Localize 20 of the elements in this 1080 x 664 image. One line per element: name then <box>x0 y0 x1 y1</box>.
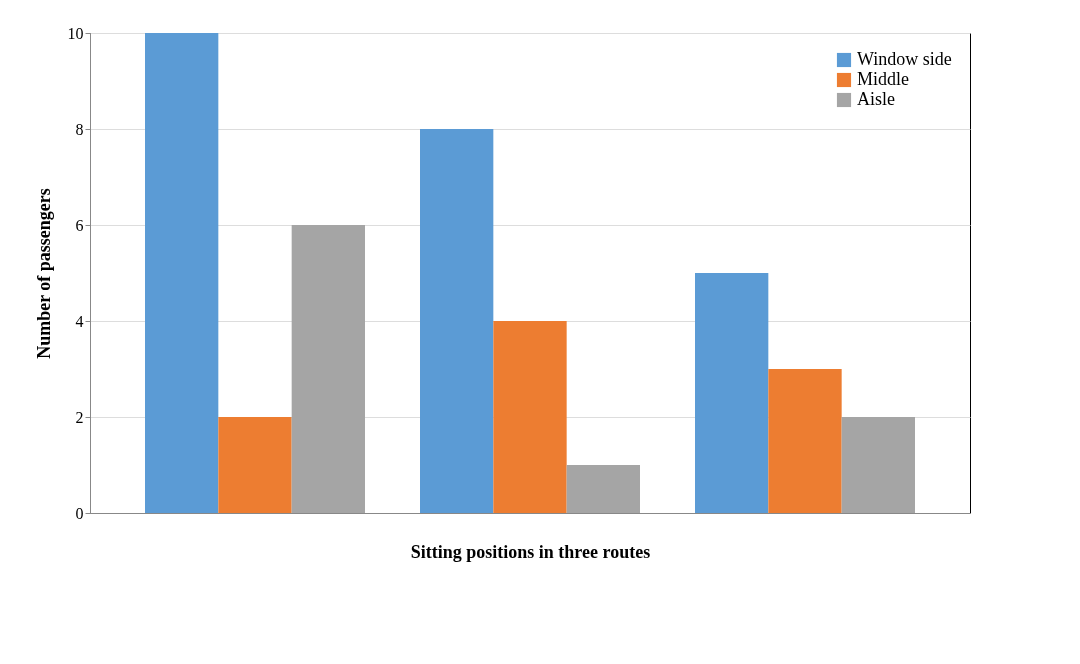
bar <box>841 417 915 513</box>
y-tick-label: 4 <box>75 312 84 330</box>
bar <box>566 465 640 513</box>
legend-label: Middle <box>857 69 910 89</box>
y-tick-label: 8 <box>75 120 84 138</box>
y-tick-label: 6 <box>75 216 84 234</box>
bar <box>145 33 219 513</box>
bar <box>420 129 494 513</box>
bar <box>695 273 769 513</box>
bar <box>291 225 365 513</box>
y-tick-label: 2 <box>75 408 84 426</box>
bar <box>768 369 842 513</box>
bar <box>218 417 292 513</box>
legend-label: Aisle <box>857 89 896 109</box>
legend-label: Window side <box>857 49 952 69</box>
y-axis-title: Number of passengers <box>33 188 54 359</box>
x-axis-title: Sitting positions in three routes <box>410 541 651 562</box>
y-tick-label: 10 <box>67 24 84 42</box>
bar <box>493 321 567 513</box>
y-tick-label: 0 <box>75 504 84 522</box>
